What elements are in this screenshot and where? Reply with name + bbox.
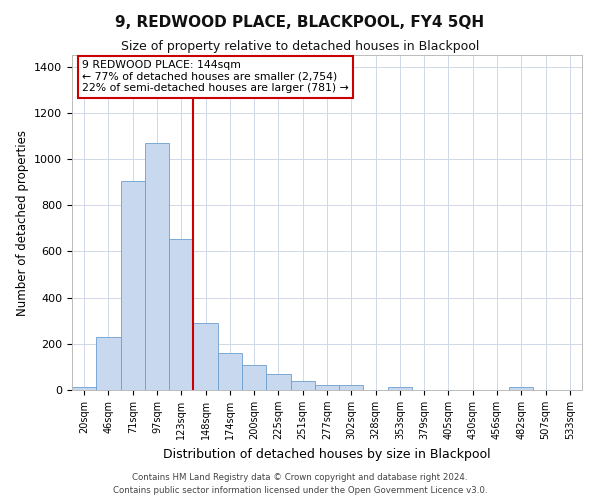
Bar bbox=[145, 142, 169, 390]
Bar bbox=[218, 354, 242, 390]
Text: Size of property relative to detached houses in Blackpool: Size of property relative to detached ho… bbox=[121, 40, 479, 53]
X-axis label: Distribution of detached houses by size in Blackpool: Distribution of detached houses by size … bbox=[163, 448, 491, 460]
Bar bbox=[266, 374, 290, 390]
Bar bbox=[315, 384, 339, 390]
Bar bbox=[388, 386, 412, 390]
Bar bbox=[193, 323, 218, 390]
Bar bbox=[121, 182, 145, 390]
Text: 9, REDWOOD PLACE, BLACKPOOL, FY4 5QH: 9, REDWOOD PLACE, BLACKPOOL, FY4 5QH bbox=[115, 15, 485, 30]
Bar bbox=[169, 238, 193, 390]
Y-axis label: Number of detached properties: Number of detached properties bbox=[16, 130, 29, 316]
Bar bbox=[509, 387, 533, 390]
Bar bbox=[72, 386, 96, 390]
Text: 9 REDWOOD PLACE: 144sqm
← 77% of detached houses are smaller (2,754)
22% of semi: 9 REDWOOD PLACE: 144sqm ← 77% of detache… bbox=[82, 60, 349, 93]
Bar bbox=[96, 338, 121, 390]
Bar bbox=[290, 381, 315, 390]
Bar bbox=[242, 366, 266, 390]
Bar bbox=[339, 386, 364, 390]
Text: Contains HM Land Registry data © Crown copyright and database right 2024.
Contai: Contains HM Land Registry data © Crown c… bbox=[113, 474, 487, 495]
